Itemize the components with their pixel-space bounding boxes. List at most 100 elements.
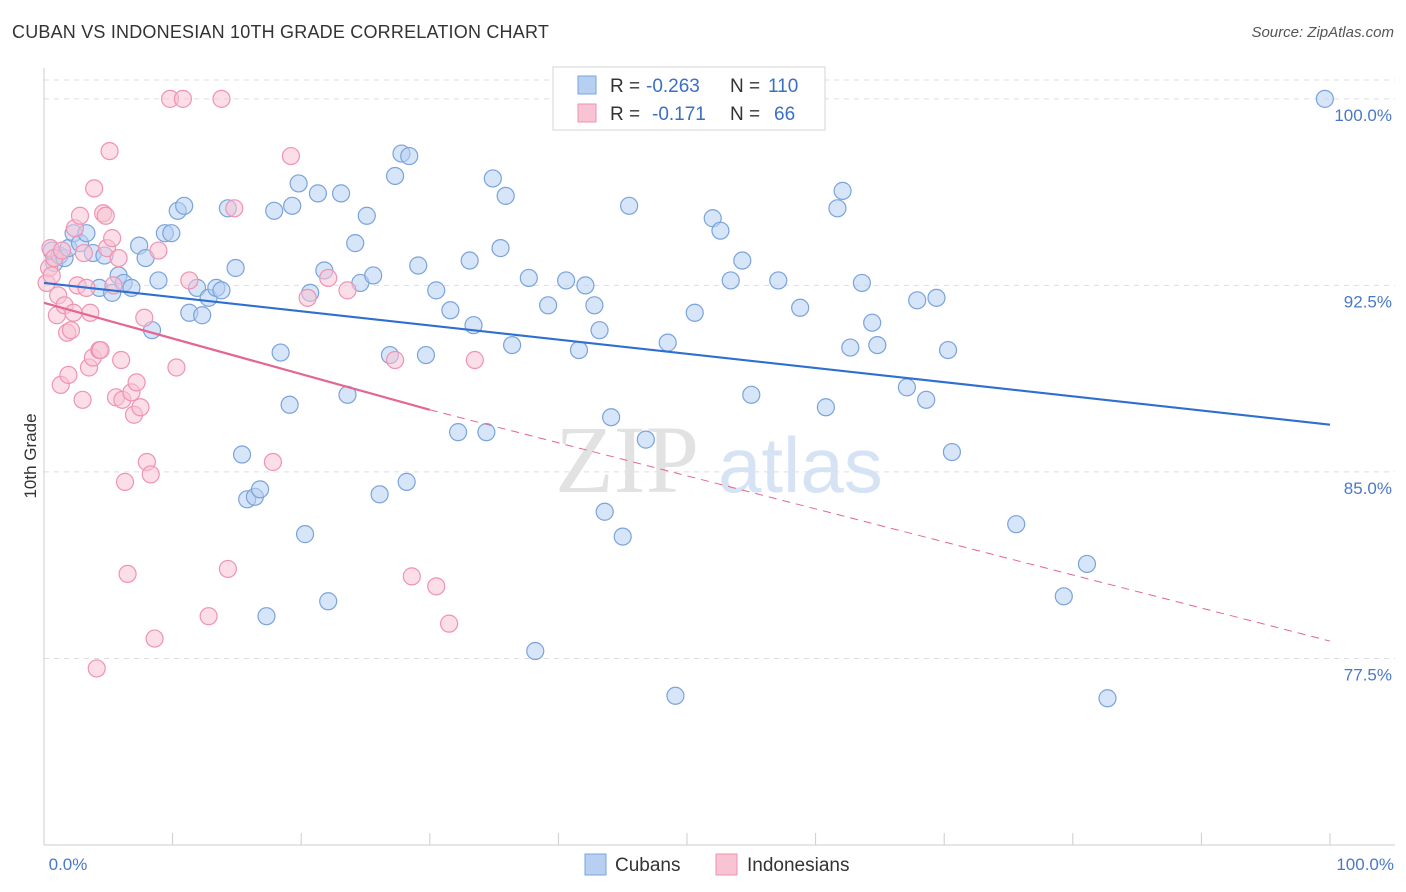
indonesians-points: [37, 89, 484, 678]
cuban-point: [283, 196, 302, 215]
cuban-point: [1315, 89, 1334, 108]
indonesian-point: [127, 373, 146, 392]
cuban-point: [503, 335, 522, 355]
cuban-point: [828, 199, 847, 218]
legend-swatch-cubans: [577, 75, 597, 95]
cuban-point: [226, 258, 245, 278]
cuban-point: [602, 408, 621, 427]
cuban-point: [1054, 587, 1073, 606]
correlation-legend: R = -0.263 N = 110 R = -0.171 N = 66: [552, 66, 826, 131]
cuban-point: [685, 303, 704, 322]
legend-swatch-indonesians: [577, 103, 597, 123]
chart-title: CUBAN VS INDONESIAN 10TH GRADE CORRELATI…: [12, 22, 550, 42]
cuban-point: [595, 502, 614, 521]
cuban-point: [271, 343, 290, 362]
legend-r-value-cubans: -0.263: [646, 76, 700, 97]
cuban-point: [863, 313, 882, 332]
cuban-point: [539, 296, 558, 315]
legend-n-value-cubans: 110: [768, 76, 798, 97]
indonesian-point: [74, 243, 93, 263]
indonesian-point: [91, 340, 110, 360]
cuban-point: [908, 291, 927, 310]
cuban-point: [331, 184, 351, 203]
indonesian-point: [131, 398, 150, 417]
indonesian-point: [118, 564, 137, 584]
indonesian-point: [149, 241, 168, 260]
cuban-point: [742, 385, 761, 404]
cuban-point: [917, 390, 936, 409]
cuban-point: [280, 395, 299, 414]
cuban-point: [149, 271, 168, 290]
cuban-point: [769, 271, 788, 290]
cuban-point: [557, 271, 576, 290]
x-tick-label: 100.0%: [1336, 855, 1394, 874]
grid-lines: [44, 79, 1395, 659]
indonesian-point: [81, 303, 100, 322]
indonesian-point: [135, 308, 154, 327]
cuban-point: [491, 238, 510, 258]
indonesian-point: [439, 614, 459, 633]
indonesian-point: [141, 465, 160, 484]
cuban-point: [576, 276, 595, 295]
y-tick-label: 92.5%: [1344, 292, 1392, 311]
series-label-cubans: Cubans: [615, 855, 681, 876]
cuban-point: [636, 430, 655, 449]
cuban-point: [162, 224, 181, 243]
indonesian-point: [115, 472, 135, 491]
indonesian-point: [212, 89, 231, 108]
indonesian-point: [338, 281, 357, 300]
indonesian-point: [70, 206, 90, 225]
cuban-point: [1098, 689, 1117, 708]
cuban-point: [868, 335, 887, 355]
indonesian-point: [199, 607, 218, 626]
indonesian-point: [145, 629, 164, 648]
cuban-point: [1077, 554, 1097, 574]
indonesian-point: [385, 350, 405, 370]
cuban-point: [477, 423, 496, 442]
cuban-point: [658, 333, 677, 352]
cuban-point: [938, 340, 958, 360]
indonesians-trend-line: [43, 301, 431, 411]
legend-n-value-indonesians: 66: [774, 104, 795, 125]
series-swatch-cubans: [584, 853, 607, 876]
indonesian-point: [100, 142, 119, 161]
cuban-point: [496, 186, 515, 205]
cuban-point: [193, 306, 212, 325]
indonesian-point: [61, 321, 81, 340]
indonesian-point: [73, 390, 92, 409]
indonesian-point: [167, 358, 186, 377]
indonesian-point: [465, 350, 484, 370]
cuban-point: [721, 271, 740, 290]
cuban-point: [409, 256, 428, 275]
legend-n-label-cubans: N =: [730, 76, 760, 97]
indonesian-point: [281, 146, 301, 166]
cuban-point: [441, 301, 460, 320]
cuban-point: [370, 485, 389, 504]
y-tick-label: 85.0%: [1344, 479, 1392, 498]
trend-lines: [43, 281, 1331, 642]
indonesian-point: [103, 229, 122, 248]
legend-n-label-indonesians: N =: [730, 104, 760, 125]
cuban-point: [460, 251, 479, 270]
cuban-point: [265, 201, 284, 220]
cuban-point: [666, 686, 685, 705]
cuban-point: [175, 196, 194, 215]
indonesians-trend-extension: [429, 409, 1331, 642]
indonesian-point: [112, 350, 131, 370]
cuban-point: [620, 196, 639, 215]
cuban-point: [585, 296, 604, 315]
indonesian-point: [85, 179, 104, 198]
watermark-atlas: atlas: [718, 421, 883, 509]
indonesian-point: [87, 659, 106, 678]
indonesian-point: [298, 288, 317, 307]
cuban-point: [483, 169, 502, 188]
watermark-zip: ZIP: [555, 406, 699, 513]
cuban-point: [927, 288, 946, 307]
legend-r-label-cubans: R =: [610, 76, 640, 97]
cuban-point: [250, 480, 270, 499]
cuban-point: [613, 527, 632, 546]
cuban-point: [833, 181, 852, 200]
indonesian-point: [218, 559, 237, 579]
cuban-point: [257, 607, 276, 626]
